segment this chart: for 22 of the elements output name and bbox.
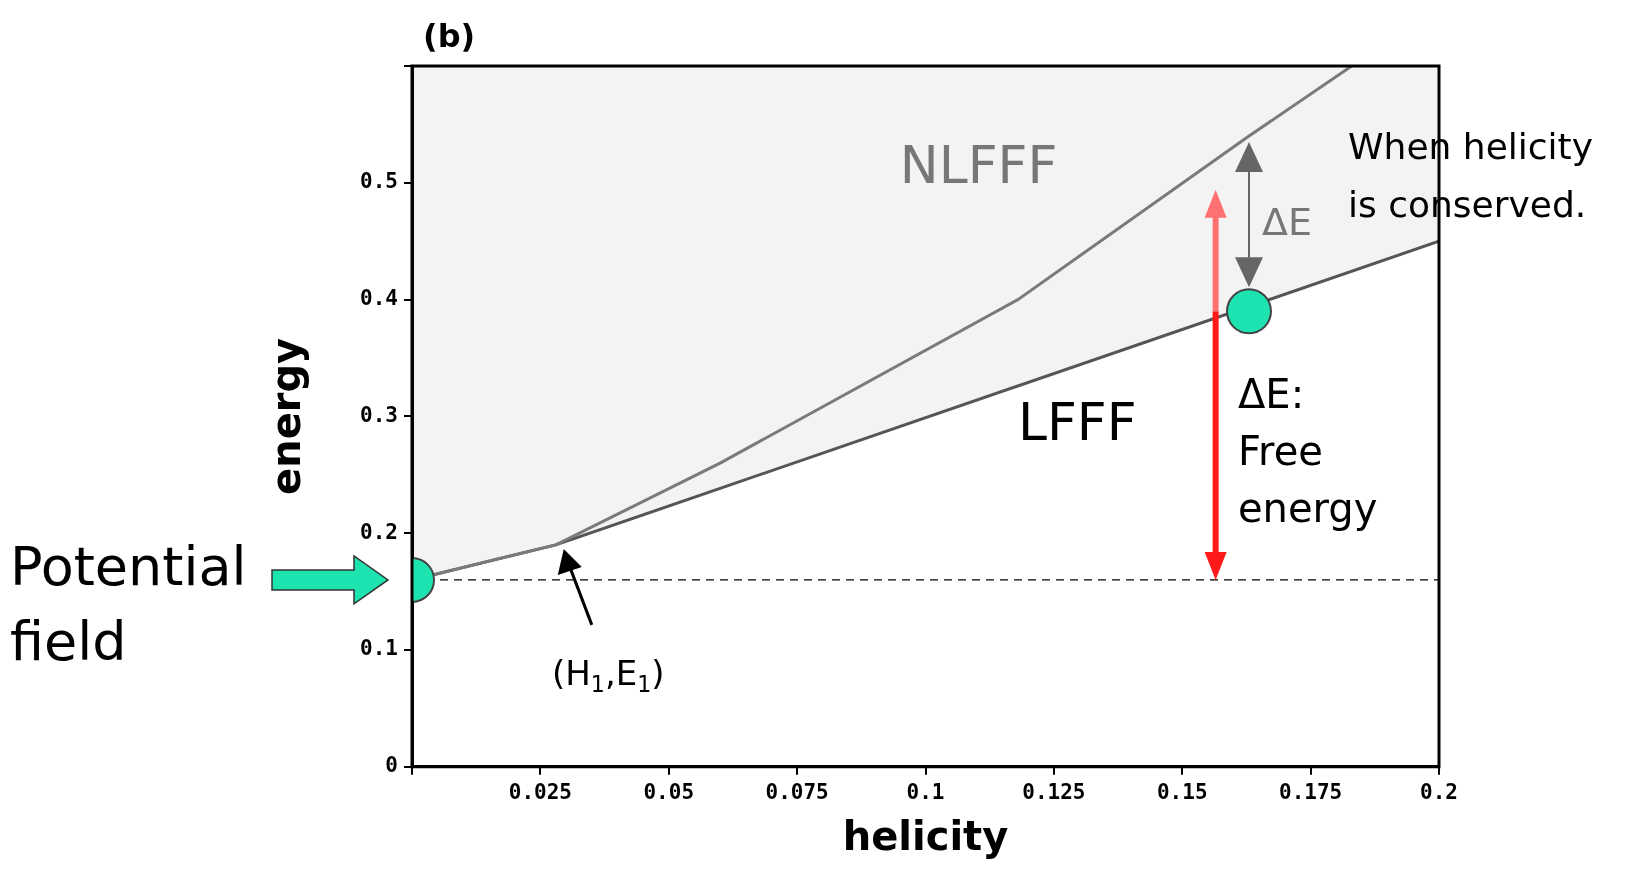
x-tick-label: 0.1 [906,779,945,804]
y-tick-label: 0.1 [360,636,398,661]
x-tick-label: 0.025 [508,779,572,804]
x-tick-label: 0.125 [1022,779,1086,804]
x-tick-label: 0.05 [643,779,695,804]
series-label: LFFF [1017,391,1137,452]
x-tick-label: 0.2 [1420,779,1458,804]
x-tick-label: 0.075 [765,779,829,804]
y-tick-label: 0.2 [360,519,398,544]
x-tick-label: 0.15 [1156,779,1208,804]
y-axis-title: energy [263,337,310,495]
y-tick-label: 0 [385,753,398,778]
annotation: ΔE [1262,200,1313,244]
text: (b) [423,17,476,55]
series-label: NLFFF [899,134,1058,195]
x-tick-label: 0.175 [1279,779,1343,804]
y-tick-label: 0.4 [360,286,398,311]
y-tick-label: 0.3 [360,402,398,427]
annotation: ΔE: Free energy [1238,371,1378,531]
text: Potential field [10,535,247,673]
x-axis-title: helicity [842,813,1009,860]
y-tick-label: 0.5 [360,169,398,194]
